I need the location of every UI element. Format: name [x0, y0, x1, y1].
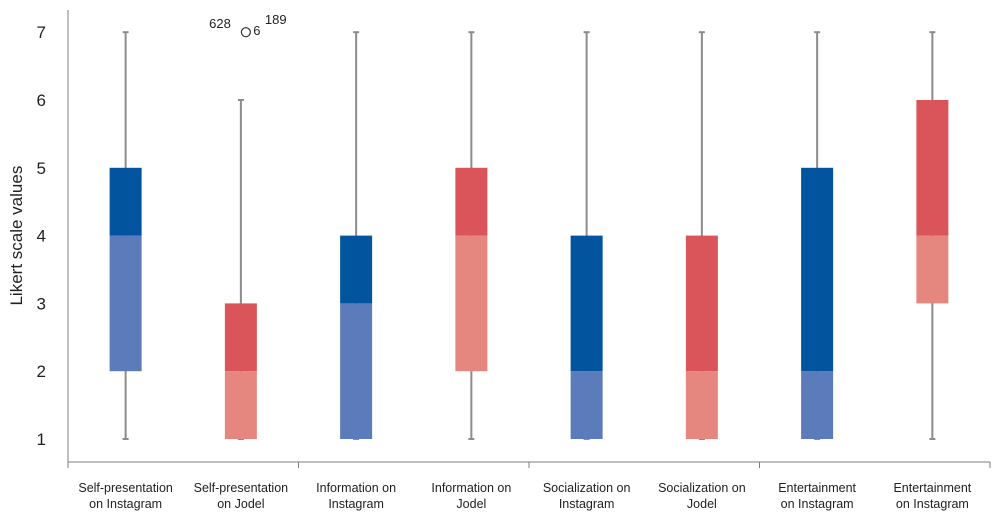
x-category-label: Jodel	[687, 497, 717, 511]
x-category-label: Information on	[316, 481, 396, 495]
y-tick-label: 7	[37, 23, 46, 42]
box-lower	[109, 235, 142, 372]
x-category-label: Entertainment	[778, 481, 856, 495]
x-category-label: Entertainment	[893, 481, 971, 495]
box-lower	[455, 235, 488, 372]
y-tick-label: 3	[37, 294, 46, 313]
x-category-label: on Instagram	[896, 497, 969, 511]
box-lower	[340, 303, 373, 439]
box-upper	[340, 235, 373, 304]
box-upper	[916, 100, 949, 236]
outlier-label: 6	[253, 23, 260, 38]
box-lower	[916, 235, 949, 304]
x-category-label: Instagram	[328, 497, 384, 511]
x-category-label: on Instagram	[89, 497, 162, 511]
x-category-label: Jodel	[456, 497, 486, 511]
x-category-label: Self-presentation	[78, 481, 173, 495]
y-tick-label: 1	[37, 430, 46, 449]
outliers-layer: 628 6 189	[209, 12, 286, 38]
box-lower	[224, 371, 257, 439]
y-tick-label: 6	[37, 91, 46, 110]
boxes-layer	[109, 100, 949, 439]
box-upper	[455, 167, 488, 236]
box-upper	[570, 235, 603, 372]
x-category-label: on Instagram	[781, 497, 854, 511]
box-lower	[801, 371, 834, 439]
y-tick-label: 5	[37, 159, 46, 178]
outlier-point	[240, 27, 251, 38]
outlier-label: 628	[209, 16, 231, 31]
x-category-label: Instagram	[559, 497, 615, 511]
labels-layer: 1 2 3 4 5 6 7 Likert scale values Self-presentat…	[7, 23, 972, 511]
x-category-label: Socialization on	[658, 481, 746, 495]
box-upper	[685, 235, 718, 372]
x-category-label: Self-presentation	[194, 481, 289, 495]
y-tick-label: 4	[37, 227, 46, 246]
box-upper	[801, 167, 834, 372]
box-lower	[685, 371, 718, 439]
y-tick-label: 2	[37, 362, 46, 381]
y-axis-label: Likert scale values	[7, 166, 26, 306]
box-lower	[570, 371, 603, 439]
x-category-label: on Jodel	[217, 497, 264, 511]
x-category-label: Socialization on	[543, 481, 631, 495]
x-category-label: Information on	[431, 481, 511, 495]
outlier-label: 189	[265, 12, 287, 27]
box-upper	[109, 167, 142, 236]
box-upper	[224, 303, 257, 372]
axes-layer	[67, 10, 991, 468]
